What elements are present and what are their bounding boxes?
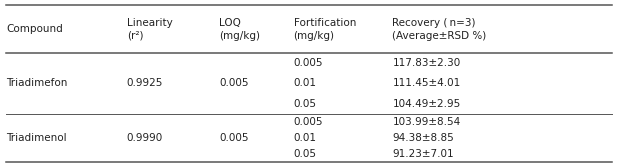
Text: Triadimefon: Triadimefon xyxy=(6,78,67,89)
Text: LOQ
(mg/kg): LOQ (mg/kg) xyxy=(219,18,260,41)
Text: Compound: Compound xyxy=(6,24,63,34)
Text: 104.49±2.95: 104.49±2.95 xyxy=(392,99,460,109)
Text: 0.005: 0.005 xyxy=(294,58,323,68)
Text: Recovery ( n=3)
(Average±RSD %): Recovery ( n=3) (Average±RSD %) xyxy=(392,18,487,41)
Text: 91.23±7.01: 91.23±7.01 xyxy=(392,149,454,159)
Text: 0.01: 0.01 xyxy=(294,78,316,89)
Text: 0.005: 0.005 xyxy=(219,78,249,89)
Text: Linearity
(r²): Linearity (r²) xyxy=(127,18,172,41)
Text: 94.38±8.85: 94.38±8.85 xyxy=(392,133,454,143)
Text: 0.9990: 0.9990 xyxy=(127,133,163,143)
Text: 0.05: 0.05 xyxy=(294,99,316,109)
Text: Triadimenol: Triadimenol xyxy=(6,133,67,143)
Text: 0.05: 0.05 xyxy=(294,149,316,159)
Text: 0.01: 0.01 xyxy=(294,133,316,143)
Text: 0.005: 0.005 xyxy=(219,133,249,143)
Text: 0.9925: 0.9925 xyxy=(127,78,163,89)
Text: 103.99±8.54: 103.99±8.54 xyxy=(392,117,460,127)
Text: Fortification
(mg/kg): Fortification (mg/kg) xyxy=(294,18,356,41)
Text: 111.45±4.01: 111.45±4.01 xyxy=(392,78,460,89)
Text: 0.005: 0.005 xyxy=(294,117,323,127)
Text: 117.83±2.30: 117.83±2.30 xyxy=(392,58,460,68)
